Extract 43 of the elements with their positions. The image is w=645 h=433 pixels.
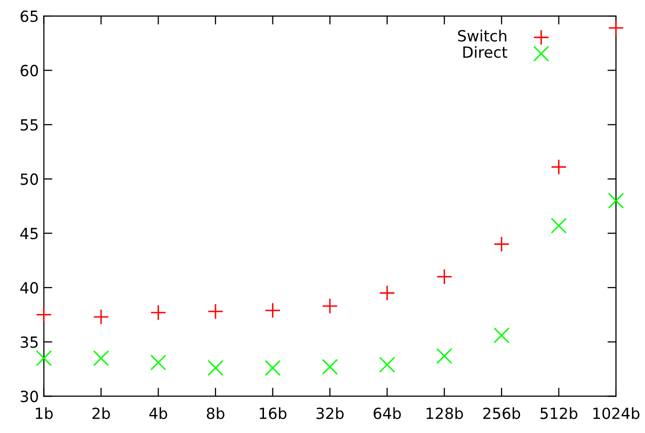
x-tick-label: 256b [483, 407, 520, 420]
x-tick-label: 1b [36, 407, 53, 420]
point [150, 304, 166, 321]
y-tick-label: 35 [20, 336, 38, 348]
point [608, 192, 624, 209]
point [436, 268, 452, 285]
x-tick-label: 1024b [593, 407, 640, 420]
x-tick-label: 64b [374, 407, 401, 420]
y-tick-label: 40 [20, 282, 38, 294]
y-tick-label: 50 [20, 173, 38, 185]
point [550, 159, 567, 175]
y-tick-label: 55 [20, 119, 38, 131]
point [494, 327, 510, 344]
x-tick-label: 32b [316, 407, 344, 420]
legend-label: Direct [463, 46, 508, 58]
x-tick-label: 512b [540, 407, 578, 420]
point [264, 360, 281, 376]
point [208, 303, 224, 320]
x-tick-label: 4b [149, 407, 168, 420]
point [379, 356, 396, 373]
point [550, 218, 567, 234]
point [608, 20, 624, 36]
x-tick-label: 8b [206, 407, 224, 420]
point [264, 302, 281, 318]
y-tick-label: 60 [20, 64, 38, 76]
point [208, 360, 224, 376]
point [379, 285, 396, 301]
point [150, 354, 166, 370]
x-tick-label: 128b [426, 407, 463, 420]
y-tick-label: 45 [20, 228, 38, 240]
point [36, 306, 52, 323]
y-tick-label: 30 [20, 390, 38, 402]
point [494, 236, 510, 252]
legend-label: Switch [458, 30, 506, 42]
point [322, 358, 338, 375]
point [436, 348, 452, 364]
point [36, 350, 52, 366]
point [93, 350, 110, 366]
point [93, 308, 110, 325]
point [322, 298, 338, 314]
x-tick-label: 2b [92, 407, 110, 420]
y-tick-label: 65 [20, 10, 38, 22]
x-tick-label: 16b [260, 407, 286, 420]
